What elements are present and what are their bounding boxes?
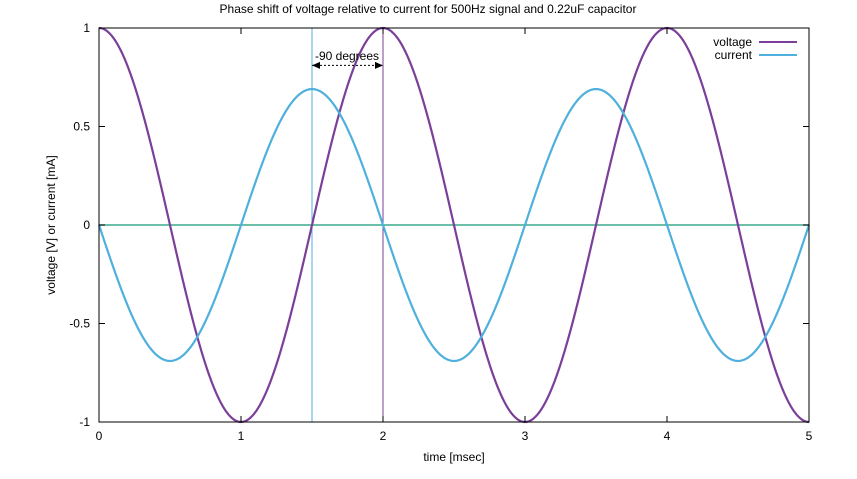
y-tick-label: 1 xyxy=(83,21,90,35)
y-tick-label: 0.5 xyxy=(73,120,90,134)
series-line-voltage xyxy=(98,26,810,424)
plot-area xyxy=(97,26,811,424)
x-tick-label: 3 xyxy=(522,429,529,443)
y-axis-label: voltage [V] or current [mA] xyxy=(44,155,58,294)
phase-annotation-label: -90 degrees xyxy=(315,49,379,63)
x-tick-label: 1 xyxy=(238,429,245,443)
chart-title: Phase shift of voltage relative to curre… xyxy=(220,2,637,16)
phase-arrowhead-right xyxy=(375,61,383,69)
y-axis: -1 -0.5 0 0.5 1 xyxy=(69,21,809,429)
y-tick-label: -1 xyxy=(79,415,90,429)
x-tick-label: 4 xyxy=(664,429,671,443)
legend-label-voltage: voltage xyxy=(713,35,752,49)
legend: voltage current xyxy=(713,35,797,62)
series-line-current xyxy=(97,87,811,363)
x-tick-label: 0 xyxy=(96,429,103,443)
phase-arrowhead-left xyxy=(312,61,320,69)
y-tick-label: 0 xyxy=(83,218,90,232)
x-axis: 0 1 2 3 4 5 xyxy=(96,28,813,443)
x-axis-label: time [msec] xyxy=(423,450,484,464)
phase-annotation: -90 degrees xyxy=(312,49,383,69)
x-tick-label: 2 xyxy=(380,429,387,443)
y-tick-label: -0.5 xyxy=(69,317,90,331)
legend-label-current: current xyxy=(715,48,753,62)
x-tick-label: 5 xyxy=(806,429,813,443)
